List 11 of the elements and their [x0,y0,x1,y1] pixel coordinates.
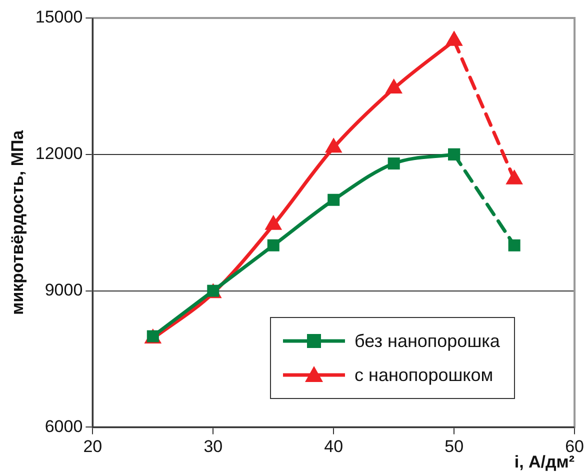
legend-label: без нанопорошка [354,330,500,352]
x-tick-label: 40 [324,437,344,456]
y-tick-label: 6000 [44,416,83,436]
y-tick-label: 15000 [35,8,83,27]
x-tick-label: 20 [83,437,102,456]
y-tick-label: 9000 [44,280,83,300]
legend-label: с нанопорошком [354,364,494,386]
y-tick-label: 12000 [35,144,83,164]
x-tick-label: 30 [204,437,223,456]
x-tick-label: 50 [444,437,464,456]
y-axis-title: микротвёрдость, МПа [8,130,27,315]
